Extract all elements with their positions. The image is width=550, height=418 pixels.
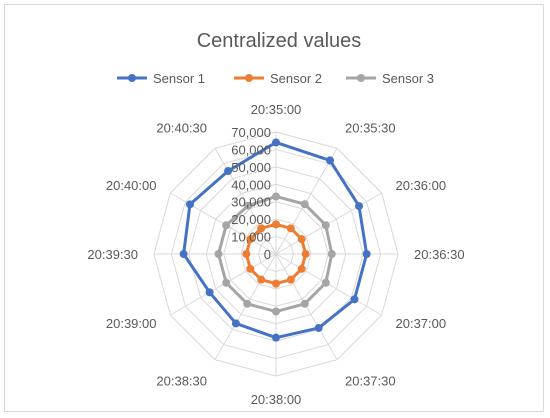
category-label-0: 20:35:00 bbox=[251, 102, 302, 117]
data-point-s1-10 bbox=[185, 200, 194, 209]
data-point-s2-7 bbox=[257, 275, 266, 284]
data-point-s3-4 bbox=[321, 278, 330, 287]
data-point-s1-1 bbox=[326, 156, 335, 165]
tick-label-4: 40,000 bbox=[231, 177, 271, 192]
data-point-s2-1 bbox=[286, 224, 295, 233]
legend-label-3: Sensor 3 bbox=[382, 71, 434, 86]
category-label-9: 20:39:30 bbox=[87, 247, 138, 262]
category-label-5: 20:37:30 bbox=[345, 374, 396, 389]
tick-label-7: 70,000 bbox=[231, 125, 271, 140]
data-point-s1-4 bbox=[350, 295, 359, 304]
legend-label-1: Sensor 1 bbox=[153, 71, 205, 86]
tick-label-6: 60,000 bbox=[231, 142, 271, 157]
data-point-s1-3 bbox=[362, 250, 371, 258]
data-point-s1-5 bbox=[314, 323, 323, 332]
data-point-s3-1 bbox=[300, 200, 309, 209]
data-point-s2-5 bbox=[286, 275, 295, 284]
data-point-s2-0 bbox=[272, 220, 280, 229]
legend: Sensor 1 Sensor 2 Sensor 3 bbox=[117, 71, 434, 86]
data-point-s2-2 bbox=[297, 235, 306, 244]
category-label-2: 20:36:00 bbox=[396, 178, 447, 193]
data-point-s2-11 bbox=[257, 224, 266, 233]
spoke-11 bbox=[214, 148, 277, 255]
data-point-s3-9 bbox=[214, 250, 223, 258]
series-1 bbox=[179, 138, 371, 342]
data-point-s2-4 bbox=[297, 264, 306, 273]
category-label-10: 20:40:00 bbox=[106, 178, 157, 193]
data-point-s3-2 bbox=[321, 221, 330, 230]
series-2 bbox=[242, 220, 310, 288]
data-point-s3-6 bbox=[272, 307, 280, 316]
data-point-s3-5 bbox=[300, 299, 309, 308]
category-label-3: 20:36:30 bbox=[414, 247, 465, 262]
data-point-s1-0 bbox=[272, 138, 280, 147]
data-point-s3-0 bbox=[272, 192, 280, 201]
data-point-s3-10 bbox=[222, 221, 231, 230]
data-point-s2-8 bbox=[246, 264, 255, 273]
chart-frame: Centralized values Sensor 1 Sensor 2 Senso… bbox=[4, 4, 544, 412]
chart-title: Centralized values bbox=[197, 30, 362, 52]
data-point-s1-6 bbox=[272, 333, 280, 342]
data-point-s2-6 bbox=[272, 279, 280, 288]
data-point-s1-9 bbox=[179, 250, 188, 258]
tick-label-3: 30,000 bbox=[231, 195, 271, 210]
legend-entry-2: Sensor 2 bbox=[234, 71, 322, 86]
category-label-7: 20:38:30 bbox=[156, 374, 207, 389]
data-point-s1-8 bbox=[205, 288, 214, 297]
category-labels: 20:35:00 20:35:30 20:36:00 20:36:30 20:37:00… bbox=[87, 102, 464, 407]
data-point-s2-3 bbox=[301, 250, 310, 258]
data-point-s2-10 bbox=[246, 235, 255, 244]
series-3 bbox=[214, 192, 336, 316]
tick-label-2: 20,000 bbox=[231, 212, 271, 227]
tick-label-0: 0 bbox=[264, 247, 271, 262]
legend-label-2: Sensor 2 bbox=[270, 71, 322, 86]
data-point-s1-7 bbox=[231, 319, 240, 328]
category-label-8: 20:39:00 bbox=[106, 316, 157, 331]
tick-label-1: 10,000 bbox=[231, 230, 271, 245]
legend-entry-3: Sensor 3 bbox=[346, 71, 434, 86]
tick-label-5: 50,000 bbox=[231, 160, 271, 175]
category-label-6: 20:38:00 bbox=[251, 392, 302, 407]
radial-axis-ticks: 0 10,000 20,000 30,000 40,000 50,000 60,000 70,… bbox=[231, 125, 271, 262]
category-label-11: 20:40:30 bbox=[156, 120, 207, 135]
radar-chart: Centralized values Sensor 1 Sensor 2 Senso… bbox=[87, 30, 464, 407]
series-layer bbox=[179, 138, 371, 342]
data-point-s3-8 bbox=[222, 278, 231, 287]
legend-marker-1 bbox=[128, 74, 136, 82]
data-point-s2-9 bbox=[242, 250, 251, 258]
category-label-1: 20:35:30 bbox=[345, 120, 396, 135]
category-label-4: 20:37:00 bbox=[396, 316, 447, 331]
legend-marker-2 bbox=[245, 74, 253, 82]
data-point-s1-2 bbox=[355, 202, 364, 211]
legend-entry-1: Sensor 1 bbox=[117, 71, 205, 86]
legend-marker-3 bbox=[357, 74, 365, 82]
data-point-s3-3 bbox=[327, 250, 336, 258]
data-point-s1-11 bbox=[224, 166, 233, 175]
data-point-s3-11 bbox=[244, 201, 253, 210]
data-point-s3-7 bbox=[243, 299, 252, 308]
